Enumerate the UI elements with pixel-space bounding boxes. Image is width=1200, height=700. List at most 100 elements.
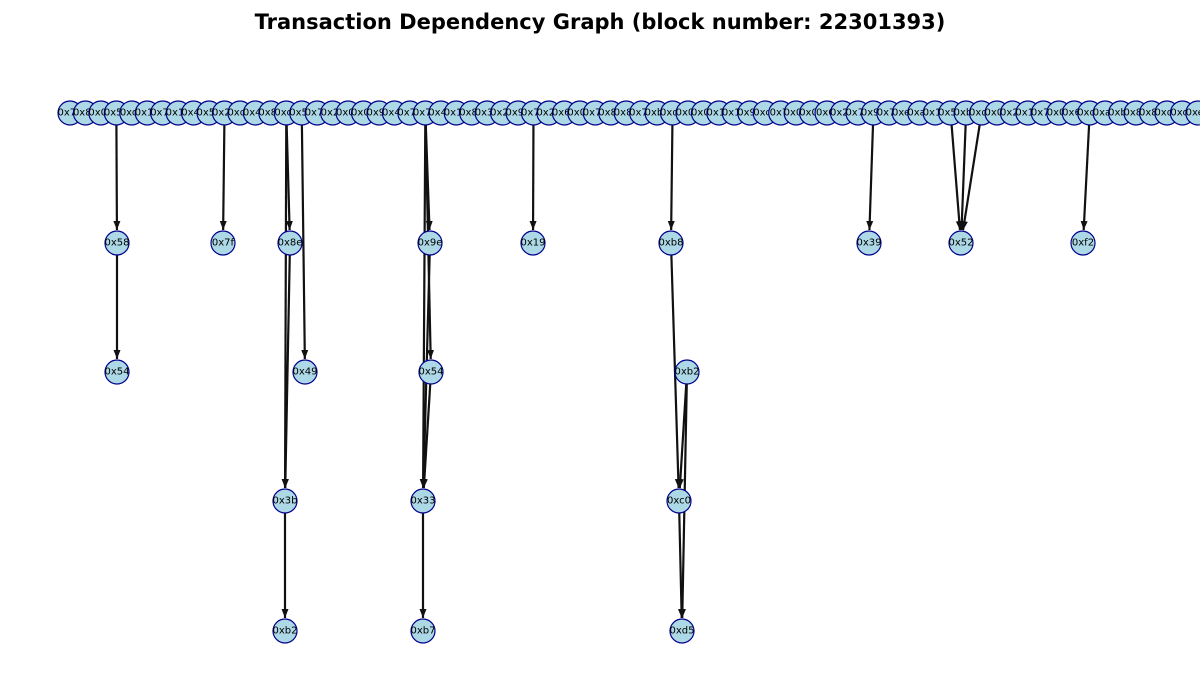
node-circle bbox=[104, 230, 130, 256]
tx-node-root[interactable]: 0xe7 bbox=[1185, 100, 1200, 126]
node-label: 0x4a bbox=[181, 108, 206, 119]
tx-node-level-1[interactable]: 0x7f bbox=[210, 230, 236, 256]
node-label: 0x95 bbox=[737, 108, 762, 119]
node-label: 0x7c bbox=[877, 108, 901, 119]
node-label: 0x8d bbox=[459, 108, 484, 119]
node-label: 0xb0 bbox=[1108, 108, 1133, 119]
node-circle bbox=[666, 488, 692, 514]
node-label: 0x54 bbox=[104, 367, 129, 378]
tx-node-level-4[interactable]: 0xb2 bbox=[272, 618, 298, 644]
node-label: 0xb8 bbox=[659, 238, 684, 249]
node-circle bbox=[418, 359, 444, 385]
node-label: 0x0c bbox=[1047, 108, 1071, 119]
node-label: 0xd6 bbox=[969, 108, 994, 119]
node-label: 0x78 bbox=[521, 108, 546, 119]
node-label: 0x0d bbox=[985, 108, 1010, 119]
node-label: 0xd5 bbox=[1154, 108, 1179, 119]
tx-node-level-1[interactable]: 0x52 bbox=[948, 230, 974, 256]
tx-node-level-1[interactable]: 0x58 bbox=[104, 230, 130, 256]
node-label: 0x70 bbox=[583, 108, 608, 119]
node-label: 0x6f bbox=[816, 108, 839, 119]
node-label: 0x14 bbox=[923, 108, 948, 119]
node-label: 0x8d bbox=[258, 108, 283, 119]
tx-node-level-1[interactable]: 0xf2 bbox=[1070, 230, 1096, 256]
dependency-edge bbox=[866, 124, 875, 231]
dependency-edge bbox=[420, 383, 432, 489]
tx-node-level-3[interactable]: 0x3b bbox=[272, 488, 298, 514]
node-circle bbox=[417, 230, 443, 256]
node-label: 0xb2 bbox=[675, 367, 700, 378]
node-label: 0x7d bbox=[845, 108, 870, 119]
node-label: 0x77 bbox=[57, 108, 82, 119]
node-label: 0xc6 bbox=[120, 108, 144, 119]
node-circle bbox=[272, 488, 298, 514]
node-circle bbox=[410, 488, 436, 514]
node-label: 0x0e bbox=[799, 108, 824, 119]
node-label: 0x89 bbox=[1124, 108, 1149, 119]
dependency-edge bbox=[960, 124, 981, 231]
node-label: 0x20 bbox=[212, 108, 237, 119]
tx-node-level-1[interactable]: 0xb8 bbox=[658, 230, 684, 256]
node-label: 0x7f bbox=[770, 108, 793, 119]
dependency-edge bbox=[219, 124, 227, 231]
node-label: 0x72 bbox=[413, 108, 438, 119]
node-label: 0x82 bbox=[1139, 108, 1164, 119]
node-label: 0x74 bbox=[1031, 108, 1056, 119]
node-label: 0x49 bbox=[292, 367, 317, 378]
tx-node-level-4[interactable]: 0xb7 bbox=[410, 618, 436, 644]
dependency-edge bbox=[958, 124, 967, 231]
node-label: 0x18 bbox=[444, 108, 469, 119]
node-label: 0x20 bbox=[536, 108, 561, 119]
tx-node-level-3[interactable]: 0xc0 bbox=[666, 488, 692, 514]
node-label: 0x39 bbox=[856, 238, 881, 249]
tx-node-level-2[interactable]: 0x54 bbox=[418, 359, 444, 385]
node-label: 0x82 bbox=[598, 108, 623, 119]
node-label: 0x33 bbox=[410, 496, 435, 507]
node-circle bbox=[948, 230, 974, 256]
node-label: 0x3a bbox=[475, 108, 500, 119]
tx-node-level-1[interactable]: 0x9e bbox=[417, 230, 443, 256]
node-label: 0x54 bbox=[418, 367, 443, 378]
node-label: 0x65 bbox=[552, 108, 577, 119]
node-circle bbox=[410, 618, 436, 644]
node-label: 0x0e bbox=[676, 108, 701, 119]
tx-node-level-1[interactable]: 0x19 bbox=[520, 230, 546, 256]
node-circle bbox=[674, 359, 700, 385]
dependency-edge bbox=[113, 124, 121, 231]
node-label: 0x18 bbox=[722, 108, 747, 119]
tx-node-level-4[interactable]: 0xd5 bbox=[669, 618, 695, 644]
tx-node-level-3[interactable]: 0x33 bbox=[410, 488, 436, 514]
node-label: 0x19 bbox=[520, 238, 545, 249]
node-label: 0x56 bbox=[938, 108, 963, 119]
node-label: 0xe0 bbox=[892, 108, 917, 119]
dependency-edge bbox=[1080, 124, 1091, 231]
node-circle bbox=[210, 230, 236, 256]
node-label: 0x3b bbox=[273, 496, 298, 507]
node-label: 0x4e bbox=[382, 108, 407, 119]
node-label: 0xe7 bbox=[1186, 108, 1200, 119]
tx-node-level-1[interactable]: 0x8e bbox=[277, 230, 303, 256]
node-label: 0xb7 bbox=[411, 626, 436, 637]
node-label: 0x58 bbox=[104, 238, 129, 249]
node-label: 0xbb bbox=[954, 108, 979, 119]
node-circle bbox=[292, 359, 318, 385]
tx-node-level-2[interactable]: 0x54 bbox=[104, 359, 130, 385]
node-label: 0x13 bbox=[166, 108, 191, 119]
node-label: 0x2a bbox=[1000, 108, 1025, 119]
dependency-edge bbox=[676, 383, 688, 489]
node-label: 0x0b bbox=[567, 108, 592, 119]
node-label: 0xa3 bbox=[1093, 108, 1118, 119]
tx-node-level-1[interactable]: 0x39 bbox=[856, 230, 882, 256]
node-label: 0x8b bbox=[73, 108, 98, 119]
node-circle bbox=[856, 230, 882, 256]
tx-node-level-2[interactable]: 0x49 bbox=[292, 359, 318, 385]
node-label: 0xb2 bbox=[645, 108, 670, 119]
tx-node-level-2[interactable]: 0xb2 bbox=[674, 359, 700, 385]
node-label: 0x52 bbox=[948, 238, 973, 249]
node-label: 0x1a bbox=[707, 108, 732, 119]
dependency-edge bbox=[419, 124, 427, 489]
dependency-edge bbox=[667, 124, 675, 231]
node-label: 0x73 bbox=[305, 108, 330, 119]
node-label: 0x70 bbox=[397, 108, 422, 119]
